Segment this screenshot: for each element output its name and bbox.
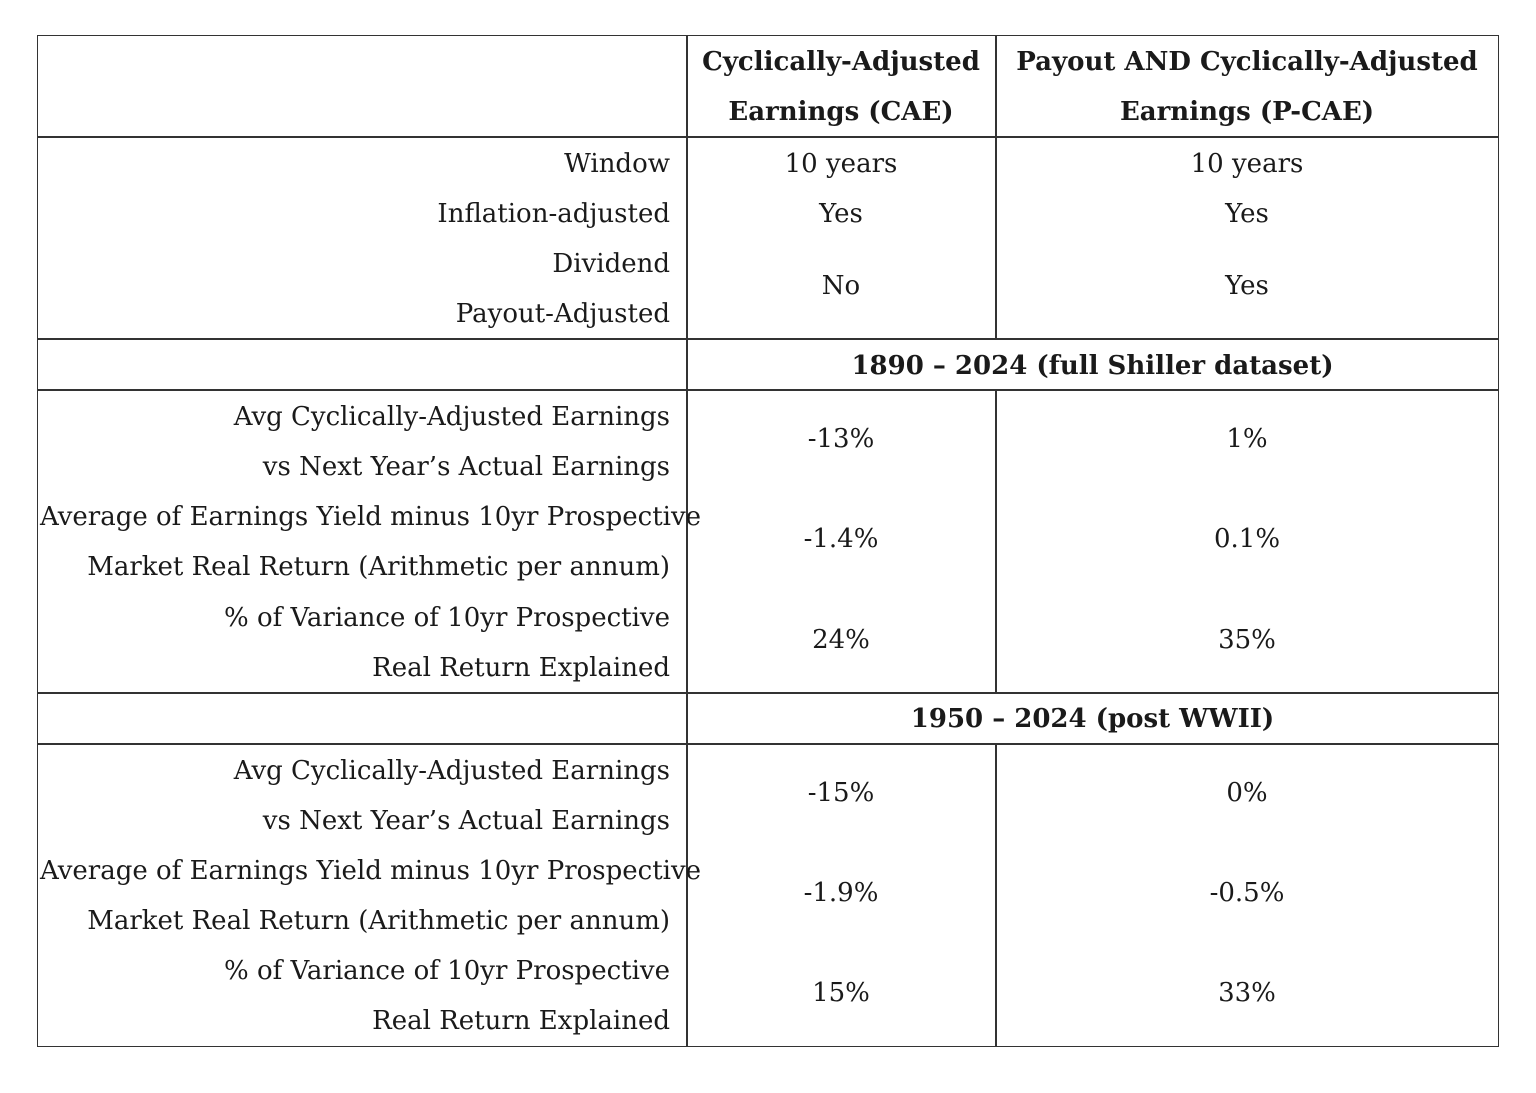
pcae-window: 10 years bbox=[1190, 149, 1304, 179]
p2-row2-label-line2: Market Real Return (Arithmetic per annum… bbox=[87, 906, 670, 936]
p2-row3-cae: 15% bbox=[812, 978, 870, 1008]
p1-row2-label-line1: Average of Earnings Yield minus 10yr Pro… bbox=[40, 502, 702, 532]
period1-title: 1890 – 2024 (full Shiller dataset) bbox=[851, 351, 1334, 381]
cae-window: 10 years bbox=[784, 149, 898, 179]
p1-row3-label-line2: Real Return Explained bbox=[372, 653, 670, 683]
p1-row2-cae: -1.4% bbox=[803, 524, 879, 554]
p2-row2-cae: -1.9% bbox=[803, 878, 879, 908]
header-pcae-line1: Payout AND Cyclically-Adjusted bbox=[1016, 47, 1478, 77]
p1-row2-pcae: 0.1% bbox=[1213, 524, 1281, 554]
p1-row3-pcae: 35% bbox=[1218, 625, 1276, 655]
pcae-inflation: Yes bbox=[1225, 199, 1269, 229]
rule-header-bottom bbox=[37, 136, 1499, 138]
p1-row3-label-line1: % of Variance of 10yr Prospective bbox=[224, 603, 670, 633]
p1-row1-label-line2: vs Next Year’s Actual Earnings bbox=[262, 452, 670, 482]
cae-inflation: Yes bbox=[819, 199, 863, 229]
p2-row3-label-line2: Real Return Explained bbox=[372, 1006, 670, 1036]
rule-period1-title-bottom bbox=[37, 389, 1499, 391]
p2-row1-label-line2: vs Next Year’s Actual Earnings bbox=[262, 806, 670, 836]
rule-properties-bottom bbox=[37, 338, 1499, 340]
label-inflation: Inflation-adjusted bbox=[437, 199, 670, 229]
p1-row1-pcae: 1% bbox=[1226, 424, 1268, 454]
p1-row3-cae: 24% bbox=[812, 625, 870, 655]
header-cae-line2: Earnings (CAE) bbox=[728, 97, 954, 127]
pcae-dividend: Yes bbox=[1225, 271, 1269, 301]
p1-row1-cae: -13% bbox=[807, 424, 875, 454]
rule-label-column bbox=[686, 35, 688, 1047]
p2-row1-cae: -15% bbox=[807, 778, 875, 808]
header-pcae-line2: Earnings (P-CAE) bbox=[1119, 97, 1375, 127]
comparison-table bbox=[37, 35, 1499, 1047]
label-window: Window bbox=[564, 149, 670, 179]
rule-cae-column-seg1 bbox=[995, 35, 997, 339]
label-dividend-line1: Dividend bbox=[552, 249, 670, 279]
p2-row1-pcae: 0% bbox=[1226, 778, 1268, 808]
cae-dividend: No bbox=[821, 271, 861, 301]
label-dividend-line2: Payout-Adjusted bbox=[455, 299, 670, 329]
rule-cae-column-seg3 bbox=[995, 743, 997, 1047]
p2-row1-label-line1: Avg Cyclically-Adjusted Earnings bbox=[233, 756, 670, 786]
p2-row3-pcae: 33% bbox=[1218, 978, 1276, 1008]
rule-cae-column-seg2 bbox=[995, 389, 997, 693]
p2-row2-pcae: -0.5% bbox=[1209, 878, 1285, 908]
period2-title: 1950 – 2024 (post WWII) bbox=[910, 704, 1275, 734]
p1-row1-label-line1: Avg Cyclically-Adjusted Earnings bbox=[233, 402, 670, 432]
rule-period1-bottom bbox=[37, 692, 1499, 694]
rule-period2-title-bottom bbox=[37, 743, 1499, 745]
p2-row2-label-line1: Average of Earnings Yield minus 10yr Pro… bbox=[40, 856, 702, 886]
header-cae-line1: Cyclically-Adjusted bbox=[702, 47, 980, 77]
p1-row2-label-line2: Market Real Return (Arithmetic per annum… bbox=[87, 552, 670, 582]
p2-row3-label-line1: % of Variance of 10yr Prospective bbox=[224, 956, 670, 986]
